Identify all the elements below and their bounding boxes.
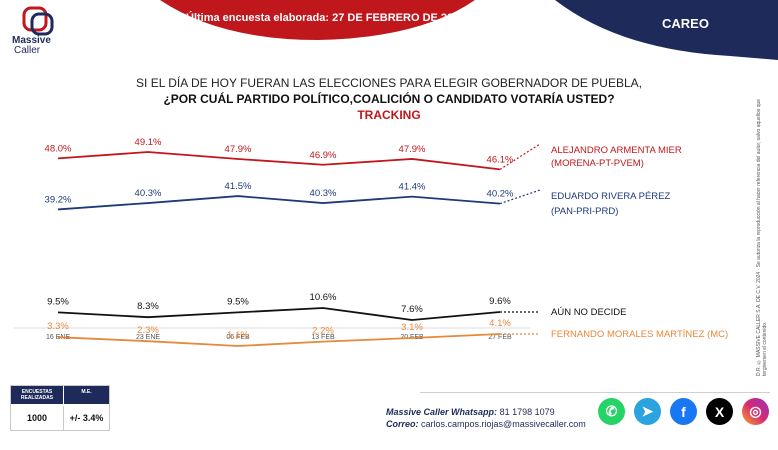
- logo-name: Massive: [12, 35, 51, 46]
- red-banner-shape: [160, 0, 475, 40]
- footer-email: Correo: carlos.campos.riojas@massivecall…: [386, 419, 586, 429]
- header-banner: Última encuesta elaborada: 27 DE FEBRERO…: [0, 0, 778, 60]
- series-label-party: (MORENA-PT-PVEM): [551, 158, 644, 169]
- data-label: 41.5%: [225, 181, 252, 192]
- tracking-line-chart: 16 ENE 23 ENE 06 FEB 13 FEB 20 FEB 27 FEB48.0…: [14, 137, 728, 347]
- data-label: 47.9%: [399, 144, 426, 155]
- data-label: 40.3%: [135, 188, 162, 199]
- logo-navy-square: [30, 12, 54, 36]
- whatsapp-icon[interactable]: ✆: [598, 398, 625, 425]
- data-label: 40.3%: [310, 188, 337, 199]
- data-label: 9.6%: [489, 296, 511, 307]
- table-header-margin: M.E.: [63, 386, 109, 404]
- series-label-party: (PAN-PRI-PRD): [551, 206, 618, 217]
- series-line: [57, 333, 501, 347]
- question-line-2: ¿POR CUÁL PARTIDO POLÍTICO,COALICIÓN O C…: [163, 92, 615, 106]
- data-label: 41.4%: [399, 182, 426, 193]
- tracking-title: TRACKING: [357, 108, 421, 122]
- email-label: Correo:: [386, 419, 419, 429]
- massive-caller-logo: [22, 6, 54, 36]
- data-label: 47.9%: [225, 144, 252, 155]
- data-label: 2.3%: [137, 325, 159, 336]
- social-icons: ✆ ➤ f X ◎: [598, 398, 769, 425]
- data-label: 3.3%: [47, 321, 69, 332]
- data-label: 9.5%: [227, 296, 249, 307]
- data-label: 7.6%: [401, 304, 423, 315]
- data-label: 40.2%: [487, 189, 514, 200]
- whatsapp-number[interactable]: 81 1798 1079: [499, 407, 555, 417]
- series-leader-line: [499, 189, 541, 205]
- data-label: 2.2%: [312, 326, 334, 337]
- question-line-1: SI EL DÍA DE HOY FUERAN LAS ELECCIONES P…: [136, 76, 642, 90]
- banner-shapes: [160, 0, 778, 60]
- footer-whatsapp: Massive Caller Whatsapp: 81 1798 1079: [386, 407, 555, 417]
- table-header-surveys: ENCUESTAS REALIZADAS: [11, 386, 63, 404]
- series-label: AÚN NO DECIDE: [551, 307, 626, 318]
- series-line: [57, 195, 501, 211]
- series-label: ALEJANDRO ARMENTA MIER: [551, 145, 682, 156]
- x-icon[interactable]: X: [706, 398, 733, 425]
- data-label: 1.1%: [227, 330, 249, 341]
- data-label: 49.1%: [135, 137, 162, 148]
- table-value-surveys: 1000: [26, 413, 48, 423]
- data-label: 39.2%: [45, 194, 72, 205]
- x-tick-label: 27 FEB: [488, 334, 512, 341]
- series-line: [57, 307, 501, 321]
- data-label: 3.1%: [401, 322, 423, 333]
- data-label: 46.1%: [487, 154, 514, 165]
- instagram-icon[interactable]: ◎: [742, 398, 769, 425]
- navy-banner-shape: [555, 0, 778, 60]
- data-label: 4.1%: [489, 318, 511, 329]
- data-label: 48.0%: [45, 143, 72, 154]
- series-label: FERNANDO MORALES MARTÍNEZ (MC): [551, 329, 728, 340]
- x-tick-label: 23 ENE: [136, 334, 160, 341]
- email-address[interactable]: carlos.campos.riojas@massivecaller.com: [421, 419, 586, 429]
- facebook-icon[interactable]: f: [670, 398, 697, 425]
- survey-date-text: Última encuesta elaborada: 27 DE FEBRERO…: [186, 12, 466, 24]
- series-line: [57, 151, 501, 171]
- survey-info-table: ENCUESTAS REALIZADAS M.E. 1000 +/- 3.4%: [10, 385, 110, 431]
- table-value-margin: +/- 3.4%: [63, 406, 109, 430]
- data-label: 9.5%: [47, 296, 69, 307]
- x-tick-label: 13 FEB: [311, 334, 335, 341]
- logo-red-square: [22, 6, 48, 32]
- footer-divider: [420, 392, 770, 393]
- data-label: 10.6%: [310, 292, 337, 303]
- careo-label: CAREO: [662, 16, 709, 31]
- telegram-icon[interactable]: ➤: [634, 398, 661, 425]
- whatsapp-label: Massive Caller Whatsapp:: [386, 407, 498, 417]
- series-label: EDUARDO RIVERA PÉREZ: [551, 191, 670, 202]
- data-label: 8.3%: [137, 301, 159, 312]
- x-tick-label: 06 FEB: [226, 334, 250, 341]
- data-label: 46.9%: [310, 150, 337, 161]
- logo-subname: Caller: [14, 45, 41, 56]
